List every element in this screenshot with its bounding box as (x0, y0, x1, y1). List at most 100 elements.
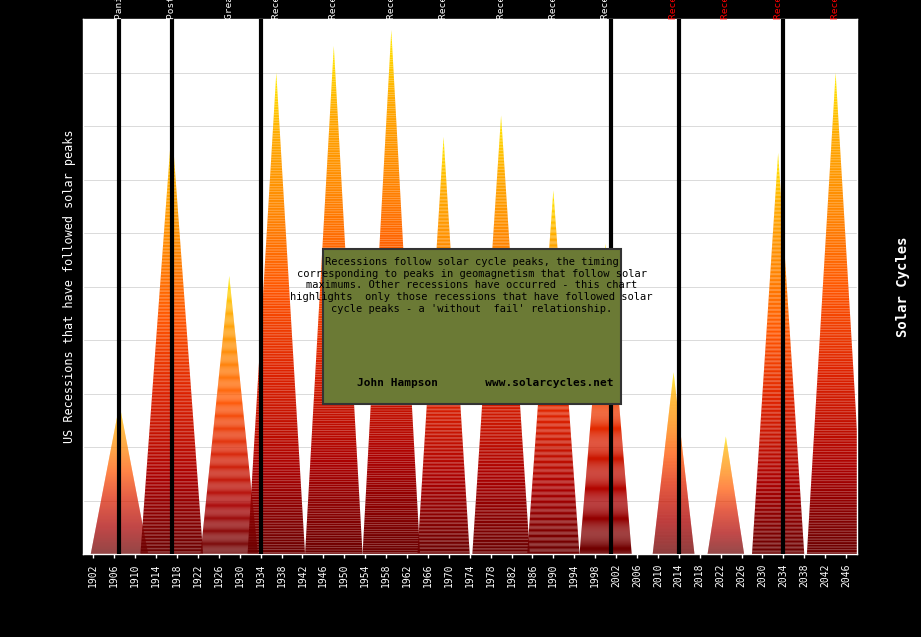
Polygon shape (266, 240, 286, 241)
Polygon shape (820, 338, 852, 339)
Polygon shape (216, 412, 243, 413)
Polygon shape (163, 240, 181, 241)
Polygon shape (808, 532, 863, 533)
Polygon shape (753, 536, 803, 537)
Polygon shape (754, 515, 802, 517)
Polygon shape (774, 225, 783, 227)
Polygon shape (258, 379, 295, 381)
Polygon shape (541, 364, 565, 365)
Polygon shape (494, 228, 508, 229)
Polygon shape (377, 292, 406, 294)
Polygon shape (418, 546, 470, 547)
Polygon shape (595, 372, 616, 373)
Polygon shape (440, 191, 447, 192)
Polygon shape (372, 385, 411, 387)
Polygon shape (143, 517, 201, 519)
Polygon shape (380, 225, 402, 227)
Polygon shape (820, 344, 852, 345)
Polygon shape (474, 525, 528, 526)
Text: Recession of 1949: Recession of 1949 (330, 0, 338, 19)
Polygon shape (535, 441, 571, 443)
Polygon shape (365, 510, 418, 512)
Polygon shape (224, 324, 234, 325)
Polygon shape (204, 518, 254, 519)
Polygon shape (219, 375, 239, 376)
Polygon shape (206, 497, 252, 499)
Polygon shape (774, 224, 783, 225)
Polygon shape (163, 249, 181, 250)
Polygon shape (370, 416, 413, 418)
Polygon shape (832, 141, 840, 143)
Polygon shape (152, 390, 192, 392)
Polygon shape (775, 196, 781, 197)
Polygon shape (603, 266, 608, 267)
Polygon shape (364, 530, 419, 531)
Polygon shape (147, 461, 196, 463)
Polygon shape (170, 139, 173, 140)
Polygon shape (223, 335, 236, 336)
Polygon shape (432, 320, 455, 322)
Polygon shape (260, 348, 293, 350)
Polygon shape (770, 282, 787, 283)
Polygon shape (368, 439, 414, 441)
Polygon shape (274, 104, 278, 106)
Polygon shape (476, 491, 526, 493)
Polygon shape (590, 429, 622, 430)
Polygon shape (253, 456, 299, 458)
Polygon shape (497, 175, 505, 177)
Polygon shape (423, 469, 464, 471)
Polygon shape (389, 68, 393, 70)
Polygon shape (366, 500, 417, 502)
Polygon shape (212, 447, 247, 448)
Polygon shape (375, 331, 408, 333)
Polygon shape (489, 299, 513, 301)
Polygon shape (432, 322, 455, 323)
Polygon shape (484, 371, 518, 373)
Polygon shape (603, 273, 608, 274)
Polygon shape (764, 368, 792, 369)
Polygon shape (387, 115, 396, 117)
Polygon shape (157, 338, 187, 339)
Polygon shape (433, 312, 455, 313)
Polygon shape (536, 434, 571, 435)
Polygon shape (388, 94, 395, 96)
Polygon shape (384, 159, 399, 161)
Polygon shape (495, 197, 507, 199)
Polygon shape (473, 540, 529, 541)
Polygon shape (251, 501, 302, 503)
Polygon shape (601, 296, 610, 297)
Polygon shape (817, 378, 854, 379)
Polygon shape (819, 355, 853, 357)
Polygon shape (538, 403, 568, 404)
Polygon shape (329, 134, 339, 136)
Polygon shape (481, 418, 521, 420)
Polygon shape (828, 198, 844, 199)
Polygon shape (588, 461, 624, 462)
Polygon shape (598, 339, 613, 340)
Polygon shape (491, 269, 511, 271)
Polygon shape (321, 258, 346, 259)
Polygon shape (377, 287, 405, 289)
Polygon shape (759, 450, 798, 451)
Polygon shape (551, 224, 556, 225)
Polygon shape (766, 328, 789, 329)
Polygon shape (541, 365, 566, 366)
Polygon shape (810, 499, 861, 501)
Polygon shape (318, 333, 350, 334)
Polygon shape (759, 442, 797, 443)
Polygon shape (811, 483, 860, 485)
Polygon shape (251, 495, 301, 496)
Polygon shape (584, 505, 627, 506)
Polygon shape (831, 156, 841, 158)
Polygon shape (390, 58, 393, 59)
Polygon shape (249, 540, 304, 541)
Polygon shape (166, 210, 178, 211)
Polygon shape (218, 385, 240, 386)
Polygon shape (484, 373, 518, 375)
Polygon shape (435, 280, 452, 282)
Polygon shape (823, 282, 848, 283)
Text: Recession of 1937: Recession of 1937 (272, 0, 281, 19)
Polygon shape (755, 501, 801, 502)
Polygon shape (436, 268, 452, 269)
Polygon shape (382, 185, 400, 187)
